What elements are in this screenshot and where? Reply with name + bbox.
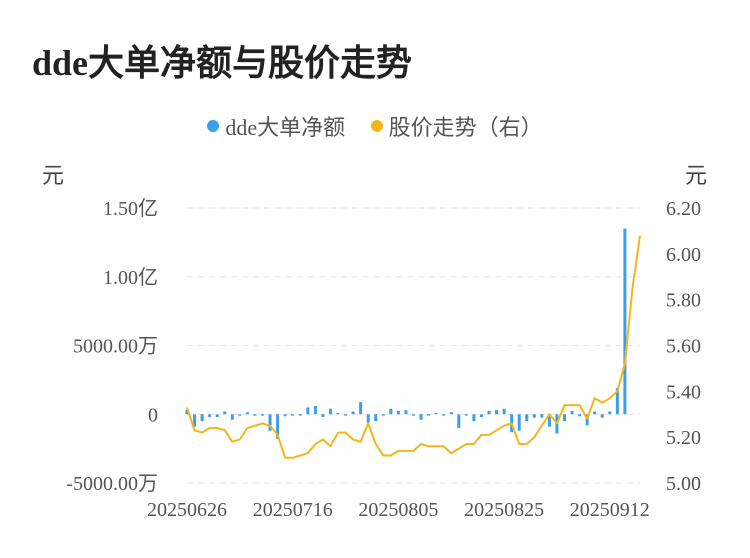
bar (608, 411, 612, 415)
bar (615, 388, 619, 415)
x-tick-label: 20250716 (253, 499, 333, 521)
bar (525, 414, 529, 422)
legend-bar-dot-icon (207, 120, 220, 132)
bar (427, 414, 431, 416)
bar (291, 414, 295, 416)
x-tick-label: 20250912 (570, 499, 650, 521)
right-tick-label: 5.60 (666, 336, 701, 358)
bar (479, 414, 483, 417)
bar (547, 414, 551, 427)
bar (381, 414, 385, 416)
bar (419, 414, 423, 420)
bar (442, 414, 446, 416)
bar (208, 414, 212, 417)
bar (389, 408, 393, 415)
bar (276, 414, 280, 439)
bar (434, 412, 438, 415)
legend-line-label: 股价走势（右） (388, 115, 543, 140)
left-tick-label: 1.00亿 (103, 266, 158, 289)
x-tick-label: 20250626 (147, 499, 227, 521)
chart-title: dde大单净额与股价走势 (32, 43, 413, 83)
bar (185, 410, 189, 415)
right-tick-label: 6.20 (666, 198, 701, 220)
bar (215, 414, 219, 417)
bar (404, 410, 408, 415)
bar (261, 414, 264, 416)
bar (532, 414, 536, 418)
bar (321, 414, 325, 417)
bar (540, 414, 544, 418)
bar (283, 414, 287, 417)
right-tick-label: 5.00 (666, 473, 701, 495)
bar (464, 414, 468, 416)
bar (517, 414, 521, 431)
bar (412, 414, 415, 416)
bar (359, 401, 363, 415)
legend-item-bar[interactable]: dde大单净额 (207, 110, 345, 142)
left-axis-unit: 元 (42, 163, 65, 188)
bar (623, 228, 627, 415)
bar (472, 414, 476, 422)
bar (570, 410, 574, 415)
bar (457, 414, 461, 428)
bar (563, 414, 566, 422)
left-tick-label: 5000.00万 (73, 336, 158, 358)
bar (578, 414, 582, 417)
bar (487, 410, 491, 415)
bar (313, 406, 317, 415)
legend-item-line[interactable]: 股价走势（右） (370, 110, 543, 142)
bar (298, 414, 302, 416)
bar (593, 411, 597, 415)
bar (268, 414, 272, 431)
bar (306, 407, 310, 415)
bar (253, 414, 257, 416)
right-axis-unit: 元 (685, 163, 708, 188)
bar (230, 414, 234, 420)
bar (245, 412, 249, 415)
right-tick-label: 5.80 (666, 290, 701, 312)
legend: dde大单净额 股价走势（右） (0, 110, 750, 142)
right-tick-label: 6.00 (666, 244, 701, 266)
right-tick-label: 5.40 (666, 381, 701, 403)
bar (344, 414, 348, 416)
bar (193, 414, 197, 427)
x-tick-label: 20250825 (464, 499, 544, 521)
left-tick-label: 1.50亿 (103, 197, 158, 220)
left-tick-label: 0 (148, 404, 158, 426)
bar (600, 414, 604, 418)
left-tick-label: -5000.00万 (66, 473, 158, 495)
bar (328, 408, 332, 415)
bar (223, 411, 227, 415)
bar (366, 414, 370, 423)
legend-line-dot-icon (370, 120, 383, 132)
bar (374, 414, 378, 422)
bar (200, 414, 204, 422)
bar (351, 411, 355, 415)
price-line (186, 235, 641, 459)
legend-bar-label: dde大单净额 (225, 115, 346, 140)
bar (238, 414, 242, 416)
x-tick-label: 20250805 (358, 499, 438, 521)
bar (502, 408, 506, 415)
bar (449, 412, 453, 415)
bar (336, 412, 340, 415)
right-tick-label: 5.20 (666, 427, 701, 449)
bar (396, 410, 400, 415)
bar (495, 410, 499, 415)
